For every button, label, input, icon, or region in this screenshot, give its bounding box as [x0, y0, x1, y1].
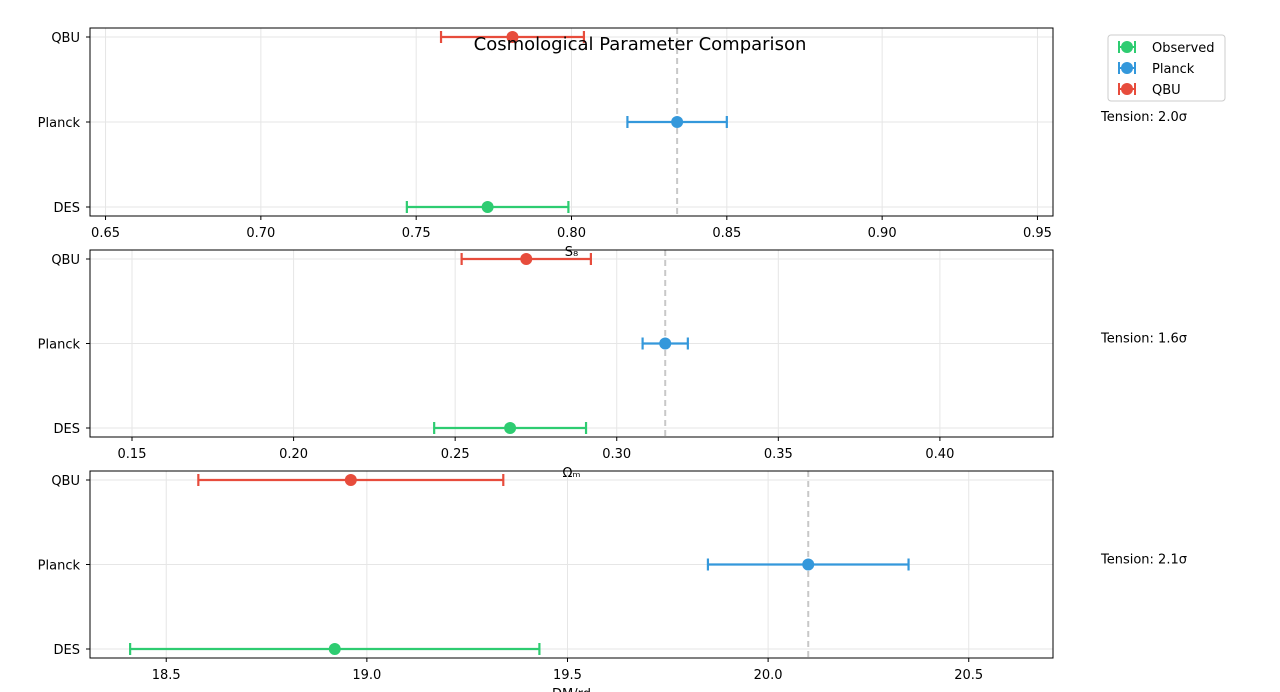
- x-tick-label: 0.40: [925, 447, 954, 462]
- legend-marker: [1121, 62, 1133, 74]
- x-tick-label: 0.90: [868, 226, 897, 241]
- x-axis-label: S₈: [565, 245, 578, 260]
- errorbar-des: [405, 201, 570, 213]
- tension-annotation: Tension: 2.1σ: [1100, 553, 1187, 568]
- legend-entry: Observed: [1118, 41, 1215, 56]
- x-tick-label: 0.80: [557, 226, 586, 241]
- axes-frame: [89, 249, 1054, 438]
- legend-entry: Planck: [1118, 62, 1195, 77]
- data-point: [802, 558, 815, 571]
- x-tick-label: 0.65: [91, 226, 120, 241]
- panel-gap: [0, 245, 1060, 250]
- legend-entry: QBU: [1118, 83, 1181, 98]
- data-point: [520, 253, 533, 265]
- x-tick-label: 0.70: [246, 226, 275, 241]
- errorbar-qbu: [197, 474, 505, 486]
- data-point: [328, 643, 341, 655]
- data-point: [659, 337, 672, 350]
- legend-label: Observed: [1152, 41, 1215, 56]
- data-point: [506, 31, 519, 43]
- x-tick-label: 20.5: [954, 668, 983, 683]
- y-tick-label: DES: [54, 422, 80, 437]
- data-point: [671, 116, 684, 128]
- chart-panels: 0.65 0.70 0.75 0.80 0.85 0.90 0.95 DES Planck QBU…: [0, 27, 1187, 692]
- y-tick-label: QBU: [51, 474, 80, 489]
- legend-label: Planck: [1152, 62, 1195, 77]
- axes-frame: [89, 27, 1054, 217]
- errorbar-planck: [641, 337, 689, 350]
- data-point: [344, 474, 357, 486]
- errorbar-planck: [626, 116, 728, 128]
- errorbar-planck: [706, 558, 910, 571]
- panel-2: 0.15 0.20 0.25 0.30 0.35 0.40 DES Planck QBU Ωₘ Te…: [38, 249, 1187, 481]
- errorbar-qbu: [439, 31, 586, 43]
- data-point: [504, 422, 517, 434]
- x-tick-label: 0.20: [279, 447, 308, 462]
- panel-1: 0.65 0.70 0.75 0.80 0.85 0.90 0.95 DES Planck QBU…: [38, 27, 1187, 260]
- y-tick-label: DES: [54, 643, 80, 658]
- x-tick-label: 0.95: [1023, 226, 1052, 241]
- errorbar-des: [433, 422, 588, 434]
- tension-annotation: Tension: 1.6σ: [1100, 332, 1187, 347]
- tension-annotation: Tension: 2.0σ: [1100, 110, 1187, 125]
- y-tick-label: Planck: [38, 116, 81, 131]
- x-tick-label: 0.30: [602, 447, 631, 462]
- axes-frame: [89, 470, 1054, 659]
- x-tick-label: 0.35: [764, 447, 793, 462]
- legend-marker: [1121, 41, 1133, 53]
- y-tick-label: Planck: [38, 559, 81, 574]
- x-axis-label: Ωₘ: [562, 466, 580, 481]
- x-tick-label: 20.0: [754, 668, 783, 683]
- panel-3: 18.5 19.0 19.5 20.0 20.5 DES Planck QBU DM/rd Ten…: [38, 470, 1187, 692]
- x-tick-label: 0.25: [441, 447, 470, 462]
- legend-label: QBU: [1152, 83, 1181, 98]
- legend-marker: [1121, 83, 1133, 95]
- x-tick-label: 19.5: [553, 668, 582, 683]
- errorbar-qbu: [460, 253, 592, 265]
- chart-title: Cosmological Parameter Comparison: [474, 34, 807, 55]
- y-tick-label: QBU: [51, 31, 80, 46]
- x-tick-label: 0.15: [118, 447, 147, 462]
- legend: Observed Planck QBU: [1107, 34, 1226, 102]
- x-tick-label: 0.75: [402, 226, 431, 241]
- x-tick-label: 0.85: [712, 226, 741, 241]
- data-point: [481, 201, 494, 213]
- panel-gap: [0, 466, 1060, 471]
- errorbar-des: [129, 643, 541, 655]
- legend-box: [1107, 34, 1226, 102]
- y-tick-label: QBU: [51, 253, 80, 268]
- y-tick-label: DES: [54, 201, 80, 216]
- y-tick-label: Planck: [38, 338, 81, 353]
- x-tick-label: 18.5: [152, 668, 181, 683]
- x-tick-label: 19.0: [352, 668, 381, 683]
- x-axis-label: DM/rd: [552, 687, 591, 692]
